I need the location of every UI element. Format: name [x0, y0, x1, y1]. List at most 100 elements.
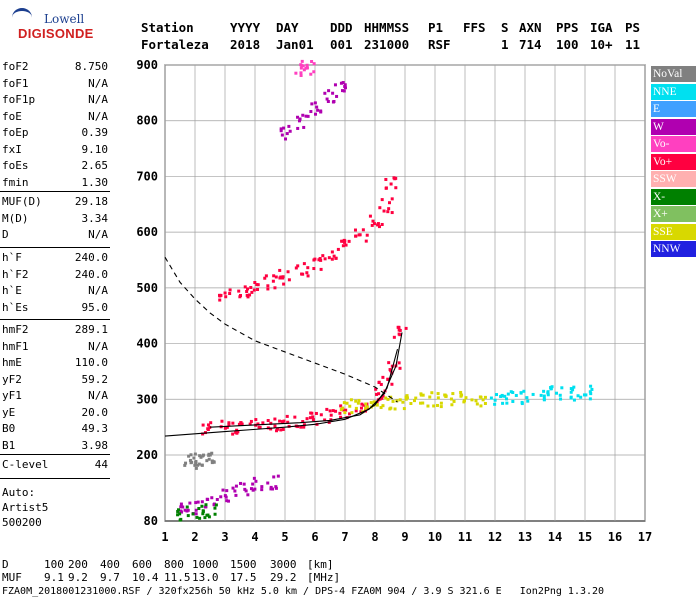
trace-point: [325, 407, 329, 411]
trace-point: [493, 402, 497, 406]
trace-point: [273, 286, 277, 290]
trace-point: [271, 487, 275, 491]
trace-point: [269, 485, 273, 489]
trace-point: [375, 403, 379, 407]
header-label-ddd: DDD: [330, 20, 353, 35]
trace-point: [506, 392, 510, 396]
header-label-p1: P1: [428, 20, 444, 35]
param-key: hmF1: [2, 339, 29, 353]
trace-point: [302, 425, 306, 429]
trace-point: [249, 286, 253, 290]
footer-row-value: 17.5: [230, 571, 257, 584]
trace-point: [323, 418, 327, 422]
trace-point: [372, 222, 376, 226]
trace-point: [436, 396, 440, 400]
footer-row-label: MUF: [2, 571, 22, 584]
header-value-s: 1: [501, 37, 509, 52]
trace-point: [282, 282, 286, 286]
footer-row-value: 9.1: [44, 571, 64, 584]
trace-point: [208, 425, 212, 429]
param-value: 49.3: [81, 422, 109, 435]
trace-point: [224, 295, 228, 299]
x-tick-label: 6: [311, 530, 318, 544]
trace-point: [503, 394, 507, 398]
trace-point: [354, 234, 358, 238]
trace-point: [330, 257, 334, 261]
trace-point: [253, 487, 257, 491]
trace-point: [228, 292, 232, 296]
trace-point: [287, 124, 291, 128]
param-key: foF2: [2, 60, 29, 73]
legend-item-sse: SSE: [651, 223, 696, 240]
trace-point: [179, 517, 183, 521]
trace-point: [304, 66, 308, 70]
header-label-iga: IGA: [590, 20, 613, 35]
trace-point: [589, 384, 593, 388]
param-key: foEp: [2, 126, 29, 139]
trace-point: [398, 398, 402, 402]
trace-point: [237, 422, 241, 426]
trace-point: [196, 463, 200, 467]
trace-point: [354, 406, 358, 410]
trace-point: [404, 326, 408, 330]
param-key: M(D): [2, 211, 29, 225]
header-value-ps: 11: [625, 37, 641, 52]
trace-point: [201, 510, 205, 514]
trace-point: [296, 126, 300, 130]
trace-point: [246, 493, 250, 497]
trace-point: [223, 426, 227, 430]
trace-point: [430, 391, 434, 395]
x-tick-label: 16: [608, 530, 622, 544]
param-value: N/A: [88, 109, 108, 123]
trace-point: [377, 225, 381, 229]
param-key: B0: [2, 422, 16, 435]
param-row: D N/A: [2, 228, 108, 244]
trace-point: [369, 401, 373, 405]
trace-point: [178, 512, 182, 516]
trace-point: [205, 497, 209, 501]
param-row: hmF2 289.1: [2, 323, 108, 339]
trace-point: [308, 416, 312, 420]
trace-point: [305, 271, 309, 275]
trace-point: [358, 233, 362, 237]
trace-point: [274, 275, 278, 279]
param-value: N/A: [88, 339, 108, 353]
trace-point: [286, 270, 290, 274]
trace-point: [213, 506, 217, 510]
trace-point: [179, 505, 183, 509]
param-value: 9.10: [81, 142, 109, 156]
trace-point: [209, 421, 213, 425]
param-value: N/A: [88, 228, 108, 241]
trace-point: [287, 278, 291, 282]
trace-point: [329, 413, 333, 417]
trace-point: [275, 429, 279, 433]
trace-point: [203, 516, 207, 520]
param-row: fmin 1.30: [2, 176, 108, 192]
trace-point: [266, 481, 270, 485]
trace-point: [359, 406, 363, 410]
header-label-ffs: FFS: [463, 20, 486, 35]
trace-point: [402, 407, 406, 411]
header-label-hhmmss: HHMMSS: [364, 20, 410, 35]
trace-point: [368, 214, 372, 218]
trace-point: [179, 502, 183, 506]
trace-point: [341, 244, 345, 248]
trace-point: [371, 219, 375, 223]
trace-point: [381, 375, 385, 379]
trace-point: [213, 512, 217, 516]
trace-point: [542, 394, 546, 398]
height-profile-curve: [209, 348, 399, 428]
trace-point: [181, 505, 185, 509]
param-key: B1: [2, 438, 16, 452]
trace-point: [334, 409, 338, 413]
autoscaler-line-2: Artist5: [2, 501, 49, 514]
trace-point: [344, 408, 348, 412]
trace-point: [353, 228, 357, 232]
trace-point: [579, 395, 583, 399]
trace-point: [343, 83, 347, 87]
header-value-iga: 10+: [590, 37, 613, 52]
trace-point: [365, 233, 369, 237]
trace-point: [364, 402, 368, 406]
trace-point: [254, 479, 258, 483]
param-key: foF1p: [2, 93, 36, 106]
